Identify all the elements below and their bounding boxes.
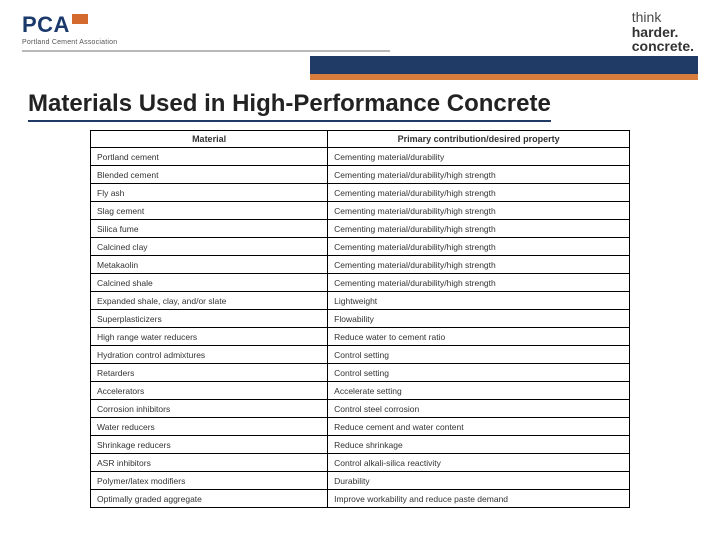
cell-material: ASR inhibitors — [91, 454, 328, 472]
cell-material: Portland cement — [91, 148, 328, 166]
cell-material: Accelerators — [91, 382, 328, 400]
cell-property: Accelerate setting — [328, 382, 630, 400]
table-row: High range water reducersReduce water to… — [91, 328, 630, 346]
cell-material: Polymer/latex modifiers — [91, 472, 328, 490]
cell-property: Cementing material/durability/high stren… — [328, 184, 630, 202]
table-row: MetakaolinCementing material/durability/… — [91, 256, 630, 274]
cell-property: Reduce water to cement ratio — [328, 328, 630, 346]
materials-table: Material Primary contribution/desired pr… — [90, 130, 630, 508]
cell-property: Cementing material/durability/high stren… — [328, 220, 630, 238]
cell-material: Calcined shale — [91, 274, 328, 292]
cell-material: Superplasticizers — [91, 310, 328, 328]
table-row: Hydration control admixturesControl sett… — [91, 346, 630, 364]
cell-property: Control setting — [328, 346, 630, 364]
cell-property: Cementing material/durability/high stren… — [328, 238, 630, 256]
cell-material: Hydration control admixtures — [91, 346, 328, 364]
table-row: RetardersControl setting — [91, 364, 630, 382]
cell-material: Calcined clay — [91, 238, 328, 256]
cell-property: Flowability — [328, 310, 630, 328]
cell-material: Retarders — [91, 364, 328, 382]
tagline-line2: harder. — [632, 25, 694, 40]
cell-material: High range water reducers — [91, 328, 328, 346]
table-row: Fly ashCementing material/durability/hig… — [91, 184, 630, 202]
table-row: Shrinkage reducersReduce shrinkage — [91, 436, 630, 454]
cell-property: Durability — [328, 472, 630, 490]
cell-material: Metakaolin — [91, 256, 328, 274]
column-header-material: Material — [91, 131, 328, 148]
cell-property: Control steel corrosion — [328, 400, 630, 418]
table-row: Water reducersReduce cement and water co… — [91, 418, 630, 436]
materials-table-container: Material Primary contribution/desired pr… — [90, 130, 630, 508]
table-row: Silica fumeCementing material/durability… — [91, 220, 630, 238]
cell-property: Improve workability and reduce paste dem… — [328, 490, 630, 508]
logo-subtitle: Portland Cement Association — [22, 39, 117, 46]
cell-property: Cementing material/durability/high stren… — [328, 256, 630, 274]
table-row: Corrosion inhibitorsControl steel corros… — [91, 400, 630, 418]
cell-property: Reduce shrinkage — [328, 436, 630, 454]
cell-material: Silica fume — [91, 220, 328, 238]
table-row: ASR inhibitorsControl alkali-silica reac… — [91, 454, 630, 472]
cell-material: Fly ash — [91, 184, 328, 202]
cell-property: Cementing material/durability/high stren… — [328, 166, 630, 184]
table-row: Polymer/latex modifiersDurability — [91, 472, 630, 490]
page-title: Materials Used in High-Performance Concr… — [28, 90, 551, 122]
cell-material: Water reducers — [91, 418, 328, 436]
cell-property: Control setting — [328, 364, 630, 382]
cell-material: Slag cement — [91, 202, 328, 220]
table-row: AcceleratorsAccelerate setting — [91, 382, 630, 400]
tagline: think harder. concrete. — [632, 10, 694, 54]
logo-orange-bar-icon — [72, 14, 88, 24]
cell-property: Lightweight — [328, 292, 630, 310]
table-row: SuperplasticizersFlowability — [91, 310, 630, 328]
table-row: Calcined shaleCementing material/durabil… — [91, 274, 630, 292]
tagline-line1: think — [632, 10, 694, 25]
pca-logo: PCA Portland Cement Association — [22, 12, 117, 46]
table-row: Slag cementCementing material/durability… — [91, 202, 630, 220]
table-header-row: Material Primary contribution/desired pr… — [91, 131, 630, 148]
cell-property: Cementing material/durability — [328, 148, 630, 166]
table-row: Calcined clayCementing material/durabili… — [91, 238, 630, 256]
cell-property: Cementing material/durability/high stren… — [328, 202, 630, 220]
table-row: Expanded shale, clay, and/or slateLightw… — [91, 292, 630, 310]
header-orange-bar — [310, 74, 698, 80]
cell-material: Blended cement — [91, 166, 328, 184]
table-row: Portland cementCementing material/durabi… — [91, 148, 630, 166]
tagline-line3: concrete. — [632, 39, 694, 54]
logo-text: PCA — [22, 12, 70, 38]
cell-material: Corrosion inhibitors — [91, 400, 328, 418]
table-row: Blended cementCementing material/durabil… — [91, 166, 630, 184]
cell-material: Expanded shale, clay, and/or slate — [91, 292, 328, 310]
slide-header: PCA Portland Cement Association think ha… — [0, 0, 720, 70]
table-row: Optimally graded aggregateImprove workab… — [91, 490, 630, 508]
header-blue-bar — [310, 56, 698, 74]
cell-property: Control alkali-silica reactivity — [328, 454, 630, 472]
cell-property: Cementing material/durability/high stren… — [328, 274, 630, 292]
cell-material: Optimally graded aggregate — [91, 490, 328, 508]
cell-property: Reduce cement and water content — [328, 418, 630, 436]
column-header-property: Primary contribution/desired property — [328, 131, 630, 148]
cell-material: Shrinkage reducers — [91, 436, 328, 454]
header-divider-line — [22, 50, 390, 52]
logo-text-row: PCA — [22, 12, 117, 38]
